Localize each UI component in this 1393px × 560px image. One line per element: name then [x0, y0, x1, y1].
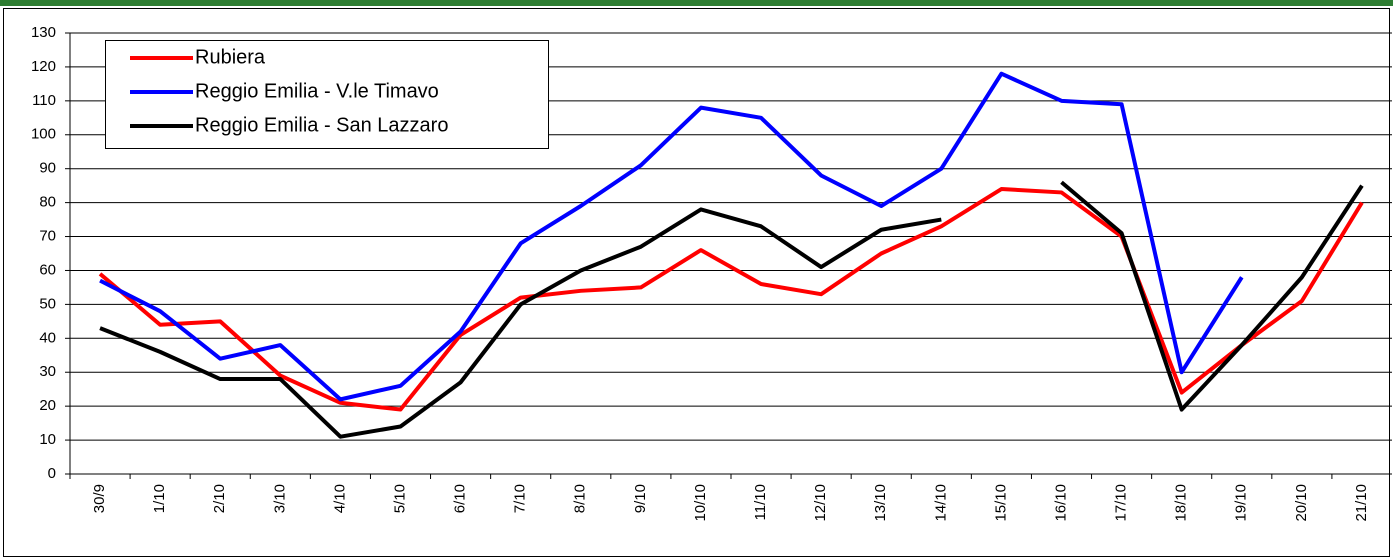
legend-label: Rubiera [195, 46, 266, 68]
x-tick-label: 5/10 [391, 484, 408, 513]
y-tick-label: 30 [39, 363, 56, 380]
x-tick-label: 8/10 [572, 484, 589, 513]
x-tick-label: 10/10 [692, 484, 709, 522]
y-tick-label: 0 [48, 465, 56, 482]
x-tick-label: 14/10 [932, 484, 949, 522]
x-tick-label: 18/10 [1173, 484, 1190, 522]
x-tick-label: 21/10 [1353, 484, 1370, 522]
legend-label: Reggio Emilia - San Lazzaro [195, 114, 448, 136]
y-tick-label: 70 [39, 228, 56, 245]
x-tick-label: 4/10 [331, 484, 348, 513]
y-tick-label: 120 [31, 58, 56, 75]
x-tick-label: 9/10 [632, 484, 649, 513]
x-tick-label: 13/10 [872, 484, 889, 522]
series-line [99, 71, 1244, 402]
x-tick-label: 16/10 [1052, 484, 1069, 522]
x-tick-label: 17/10 [1113, 484, 1130, 522]
y-tick-label: 90 [39, 160, 56, 177]
x-tick-label: 1/10 [151, 484, 168, 513]
y-tick-label: 80 [39, 194, 56, 211]
y-tick-label: 50 [39, 295, 56, 312]
x-tick-label: 12/10 [812, 484, 829, 522]
x-tick-label: 30/9 [91, 484, 108, 513]
y-tick-label: 110 [32, 92, 56, 109]
y-tick-label: 20 [39, 397, 56, 414]
header-bar [0, 0, 1393, 6]
x-tick-label: 11/10 [752, 484, 769, 520]
x-tick-label: 3/10 [271, 484, 288, 513]
x-tick-label: 20/10 [1293, 484, 1310, 522]
y-tick-label: 60 [39, 261, 56, 278]
x-tick-label: 6/10 [452, 484, 469, 513]
y-tick-label: 40 [39, 329, 56, 346]
series-line [99, 180, 1364, 439]
legend-label: Reggio Emilia - V.le Timavo [195, 80, 439, 102]
series-line [98, 187, 1364, 412]
y-tick-label: 100 [31, 126, 56, 143]
x-tick-label: 15/10 [992, 484, 1009, 522]
x-tick-label: 2/10 [211, 484, 228, 513]
x-tick-label: 7/10 [512, 484, 529, 513]
y-tick-label: 10 [39, 431, 56, 448]
x-tick-label: 19/10 [1233, 484, 1250, 522]
y-tick-label: 130 [31, 24, 56, 41]
